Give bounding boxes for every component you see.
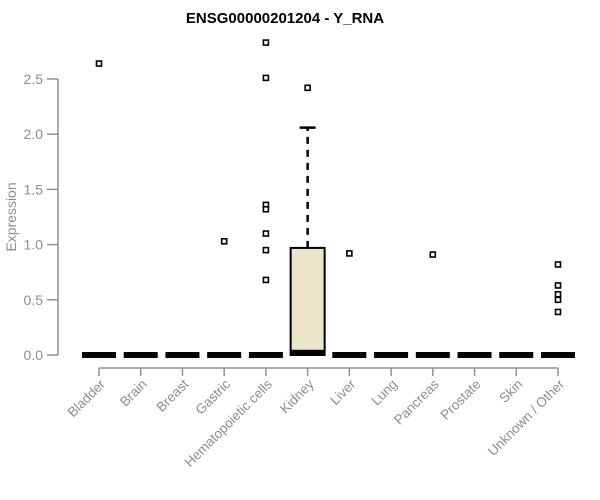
x-axis-label: Prostate <box>438 377 484 423</box>
x-axis-label: Gastric <box>192 376 233 417</box>
x-axis-label: Skin <box>496 377 525 406</box>
x-axis-label: Unknown / Other <box>485 376 568 459</box>
median-bar <box>374 352 409 358</box>
median-bar <box>332 352 367 358</box>
outlier-point <box>220 237 228 245</box>
outlier-point <box>554 261 562 268</box>
outlier-point <box>346 250 353 257</box>
outlier-point <box>304 84 311 92</box>
median-bar <box>290 349 325 356</box>
x-axis-label: Pancreas <box>391 376 442 427</box>
median-bar <box>123 352 158 358</box>
y-axis-tick-label: 1.0 <box>24 237 44 253</box>
median-bar <box>82 352 116 358</box>
outlier-point <box>262 39 270 46</box>
outlier-point <box>554 290 562 298</box>
median-bar <box>540 352 575 358</box>
x-axis-label: Liver <box>327 376 359 408</box>
x-axis-label: Lung <box>368 377 400 409</box>
median-bar <box>457 352 492 358</box>
median-bar <box>165 352 200 358</box>
x-axis-label: Breast <box>153 376 191 414</box>
outlier-point <box>95 60 103 67</box>
median-bar <box>248 352 283 358</box>
y-axis-tick-label: 0.5 <box>24 292 44 308</box>
y-axis-tick-label: 2.5 <box>24 71 44 87</box>
outlier-point <box>429 251 437 258</box>
median-bar <box>499 352 534 358</box>
data-layer <box>82 39 575 358</box>
box-iqr <box>289 246 326 356</box>
outlier-point <box>262 74 270 82</box>
median-bar <box>207 352 242 358</box>
chart-title: ENSG00000201204 - Y_RNA <box>186 10 384 27</box>
outlier-point <box>554 296 562 304</box>
y-axis-title: Expression <box>3 182 19 251</box>
outlier-point <box>262 205 270 213</box>
outlier-point <box>262 230 270 237</box>
y-axis-tick-label: 1.5 <box>24 181 44 197</box>
outlier-point <box>262 246 270 254</box>
x-axis-label: Brain <box>117 377 150 410</box>
x-axis-label: Kidney <box>277 376 317 416</box>
outlier-point <box>554 282 562 289</box>
x-axis-label: Bladder <box>65 376 109 420</box>
outlier-point <box>554 308 562 316</box>
outlier-point <box>262 276 270 284</box>
y-axis-tick-label: 0.0 <box>24 347 44 363</box>
y-axis-tick-label: 2.0 <box>24 126 44 142</box>
median-bar <box>415 352 450 358</box>
